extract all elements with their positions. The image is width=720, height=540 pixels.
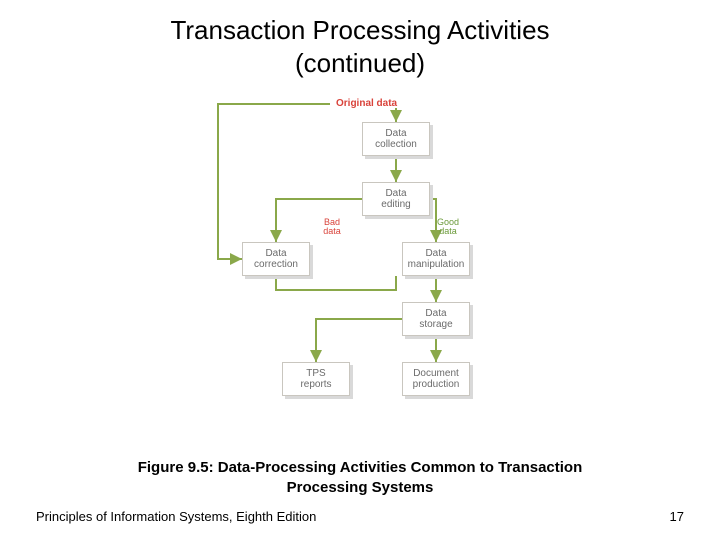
connector-layer — [0, 98, 720, 448]
title-line-2: (continued) — [295, 48, 425, 78]
label-bad-data: Baddata — [318, 218, 346, 237]
page-title: Transaction Processing Activities (conti… — [0, 0, 720, 79]
node-data-correction: Datacorrection — [242, 242, 310, 276]
node-data-editing: Dataediting — [362, 182, 430, 216]
page-number: 17 — [670, 509, 684, 524]
node-document-production: Documentproduction — [402, 362, 470, 396]
caption-line-1: Figure 9.5: Data-Processing Activities C… — [138, 459, 583, 476]
footer-source: Principles of Information Systems, Eight… — [36, 509, 316, 524]
caption-line-2: Processing Systems — [287, 479, 434, 496]
node-tps-reports: TPSreports — [282, 362, 350, 396]
node-data-storage: Datastorage — [402, 302, 470, 336]
edge-storage-to-tps — [316, 319, 402, 362]
title-line-1: Transaction Processing Activities — [170, 15, 549, 45]
node-data-collection: Datacollection — [362, 122, 430, 156]
edge-orig-to-correction — [218, 104, 330, 259]
figure-caption: Figure 9.5: Data-Processing Activities C… — [0, 458, 720, 497]
label-original-data: Original data — [336, 98, 397, 109]
flowchart-diagram: Original data Baddata Gooddata Datacolle… — [0, 98, 720, 448]
label-good-data: Gooddata — [432, 218, 464, 237]
node-data-manipulation: Datamanipulation — [402, 242, 470, 276]
